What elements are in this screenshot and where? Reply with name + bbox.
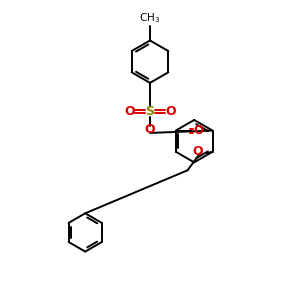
Text: S: S (146, 105, 154, 118)
Text: O: O (194, 124, 203, 137)
Text: CH$_3$: CH$_3$ (140, 11, 160, 25)
Text: O: O (145, 124, 155, 136)
Text: O: O (124, 105, 135, 118)
Text: O: O (193, 145, 203, 158)
Text: O: O (165, 105, 175, 118)
